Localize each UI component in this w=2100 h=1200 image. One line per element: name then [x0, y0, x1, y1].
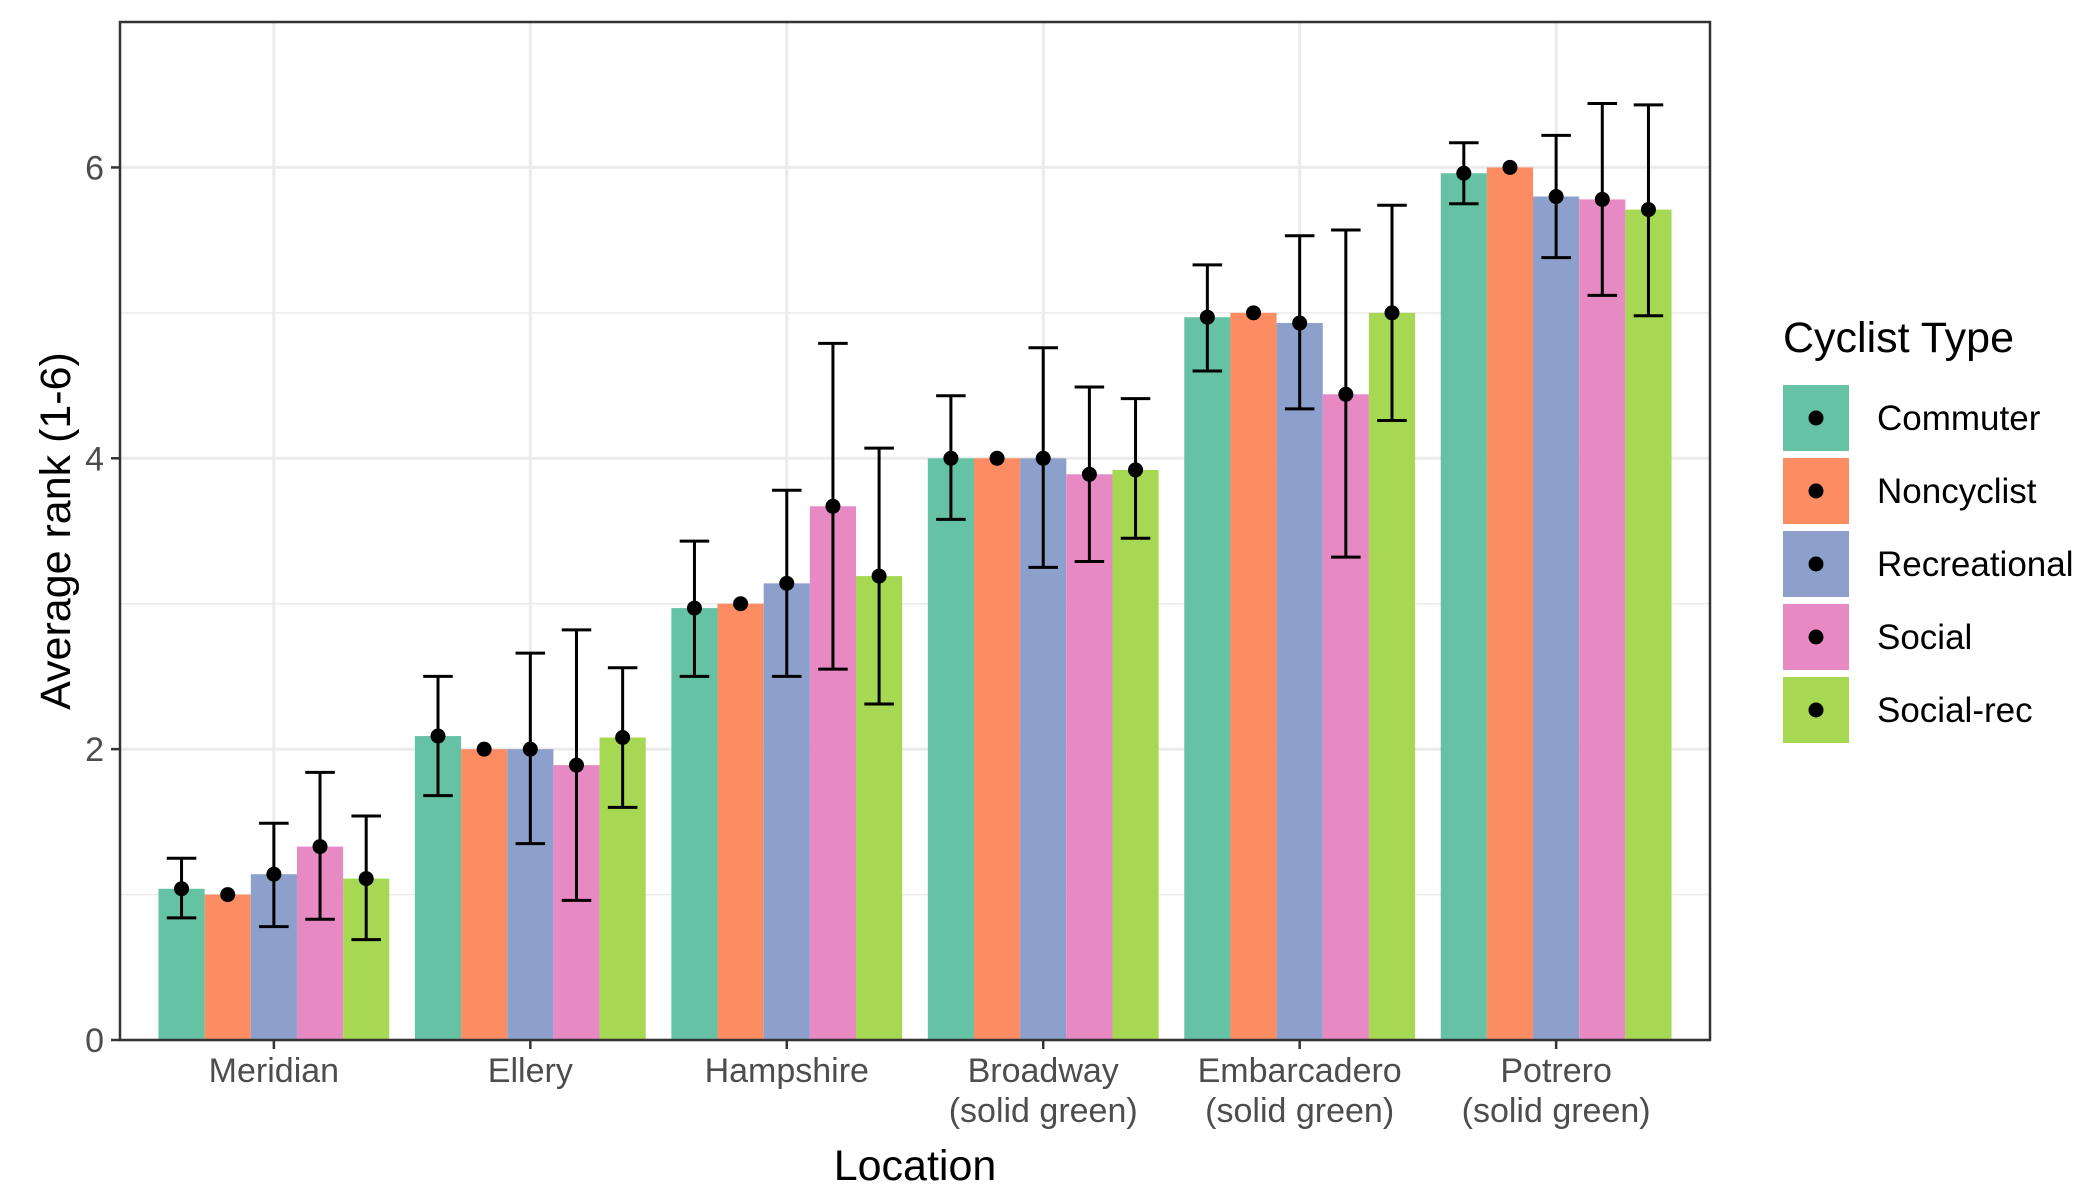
data-point [1292, 315, 1308, 331]
y-tick-label: 0 [85, 1022, 104, 1060]
data-point [1548, 189, 1564, 205]
x-axis-title: Location [834, 1142, 997, 1190]
bar [973, 458, 1021, 1040]
data-point [615, 730, 631, 746]
bar [671, 608, 718, 1040]
data-point [779, 575, 795, 591]
bar [1066, 474, 1113, 1041]
x-tick-label-line: Meridian [209, 1052, 339, 1090]
data-point [1081, 466, 1097, 482]
x-tick-label-line: (solid green) [1462, 1092, 1651, 1130]
x-tick-label-line: Broadway [968, 1052, 1119, 1090]
data-point [476, 741, 492, 757]
bar [1440, 173, 1487, 1040]
data-point [871, 568, 887, 584]
data-point [266, 866, 282, 882]
x-tick-label-line: Hampshire [705, 1052, 869, 1090]
panel-border [118, 20, 1712, 1042]
bar [204, 894, 251, 1040]
x-tick-label-line: Embarcadero [1198, 1052, 1402, 1090]
legend-label: Recreational [1877, 545, 2074, 584]
data-point [522, 741, 538, 757]
data-point [686, 600, 702, 616]
data-point [943, 450, 959, 466]
x-tick-label-line: Potrero [1500, 1052, 1612, 1090]
data-point [568, 757, 584, 773]
y-tick-label: 2 [85, 731, 104, 769]
bar [1276, 323, 1323, 1041]
x-tick-label: Ellery [488, 1052, 573, 1090]
legend-label: Commuter [1877, 399, 2041, 438]
x-tick-label: Hampshire [705, 1052, 869, 1090]
bar [461, 749, 508, 1040]
data-point [1384, 305, 1400, 321]
data-point [1594, 191, 1610, 207]
y-axis-title: Average rank (1-6) [32, 352, 80, 710]
bar [1112, 469, 1159, 1040]
data-point [825, 498, 841, 514]
x-tick-label-line: (solid green) [1205, 1092, 1394, 1130]
legend-key-point [1808, 702, 1824, 718]
bar [1579, 199, 1626, 1040]
data-point [1502, 159, 1518, 175]
y-tick-label: 6 [85, 149, 104, 187]
bar [717, 603, 764, 1040]
data-point [1199, 309, 1215, 325]
bars-group [158, 167, 1672, 1041]
data-point [358, 871, 374, 887]
data-point [1640, 202, 1656, 218]
legend-key-point [1808, 410, 1824, 426]
legend-key-point [1808, 556, 1824, 572]
x-tick-label: Potrero (solid green) [1462, 1052, 1651, 1130]
data-point [733, 596, 749, 612]
x-tick-label: Meridian [209, 1052, 339, 1090]
bar [1625, 209, 1672, 1041]
legend-label: Social-rec [1877, 691, 2033, 730]
legend-label: Noncyclist [1877, 472, 2037, 511]
points-group [174, 159, 1656, 903]
data-point [174, 881, 190, 897]
legend-title: Cyclist Type [1783, 314, 2014, 362]
legend-label: Social [1877, 618, 1972, 657]
x-tick-label-line: (solid green) [949, 1092, 1138, 1130]
x-tick-label: Broadway (solid green) [949, 1052, 1138, 1130]
legend-key-point [1808, 483, 1824, 499]
y-tick-label: 4 [85, 440, 104, 478]
data-point [1035, 450, 1051, 466]
bar [1230, 312, 1277, 1040]
legend-key-point [1808, 629, 1824, 645]
data-point [312, 839, 328, 855]
bar [1533, 196, 1580, 1040]
data-point [430, 728, 446, 744]
data-point [1338, 386, 1354, 402]
x-tick-label: Embarcadero (solid green) [1198, 1052, 1402, 1130]
data-point [220, 887, 236, 903]
x-tick-label-line: Ellery [488, 1052, 573, 1090]
bar [927, 458, 974, 1040]
bar [1184, 317, 1231, 1041]
bar [1368, 312, 1416, 1040]
data-point [1128, 462, 1144, 478]
data-point [989, 450, 1005, 466]
data-point [1246, 305, 1262, 321]
data-point [1456, 165, 1472, 181]
bar [1486, 167, 1534, 1040]
legend: Cyclist Type Commuter Noncyclist Recreatio… [1783, 314, 2074, 743]
